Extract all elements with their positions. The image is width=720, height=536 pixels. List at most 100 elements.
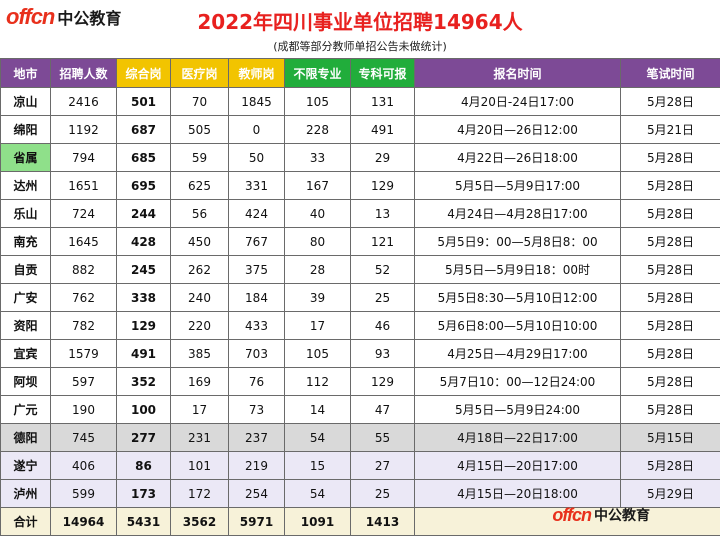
cell-med: 172 (171, 480, 229, 508)
cell-total: 406 (51, 452, 117, 480)
cell-med: 505 (171, 116, 229, 144)
cell-any: 39 (285, 284, 351, 312)
cell-date: 4月20日-24日17:00 (415, 88, 621, 116)
cell-junior: 131 (351, 88, 415, 116)
cell-exam: 5月28日 (621, 88, 720, 116)
cell-total: 2416 (51, 88, 117, 116)
cell-comp: 687 (117, 116, 171, 144)
cell-total: 190 (51, 396, 117, 424)
cell-med: 59 (171, 144, 229, 172)
cell-comp: 129 (117, 312, 171, 340)
cell-exam: 5月21日 (621, 116, 720, 144)
col-header-exam-time: 笔试时间 (621, 59, 720, 88)
cell-total: 597 (51, 368, 117, 396)
cell-comp: 695 (117, 172, 171, 200)
cell-med: 56 (171, 200, 229, 228)
cell-any: 40 (285, 200, 351, 228)
cell-comp: 352 (117, 368, 171, 396)
cell-city: 凉山 (1, 88, 51, 116)
cell-junior: 55 (351, 424, 415, 452)
cell-date: 4月25日—4月29日17:00 (415, 340, 621, 368)
cell-teach: 1845 (229, 88, 285, 116)
cell-city: 阿坝 (1, 368, 51, 396)
cell-teach: 433 (229, 312, 285, 340)
total-total: 14964 (51, 508, 117, 536)
cell-teach: 424 (229, 200, 285, 228)
cell-city: 宜宾 (1, 340, 51, 368)
page-title: 2022年四川事业单位招聘14964人 (0, 6, 720, 35)
total-junior: 1413 (351, 508, 415, 536)
cell-any: 15 (285, 452, 351, 480)
cell-med: 169 (171, 368, 229, 396)
cell-exam: 5月28日 (621, 396, 720, 424)
cell-city: 自贡 (1, 256, 51, 284)
cell-comp: 86 (117, 452, 171, 480)
total-teach: 5971 (229, 508, 285, 536)
cell-any: 105 (285, 88, 351, 116)
footer-logo-text-cn: 中公教育 (594, 505, 650, 525)
cell-date: 5月5日—5月9日18：00时 (415, 256, 621, 284)
col-header-teacher: 教师岗 (229, 59, 285, 88)
cell-comp: 428 (117, 228, 171, 256)
cell-total: 1651 (51, 172, 117, 200)
cell-med: 450 (171, 228, 229, 256)
col-header-junior-college: 专科可报 (351, 59, 415, 88)
total-any: 1091 (285, 508, 351, 536)
cell-junior: 129 (351, 368, 415, 396)
cell-teach: 184 (229, 284, 285, 312)
cell-exam: 5月29日 (621, 480, 720, 508)
cell-med: 220 (171, 312, 229, 340)
cell-exam: 5月28日 (621, 312, 720, 340)
cell-total: 745 (51, 424, 117, 452)
col-header-medical: 医疗岗 (171, 59, 229, 88)
cell-junior: 121 (351, 228, 415, 256)
cell-junior: 47 (351, 396, 415, 424)
col-header-any-major: 不限专业 (285, 59, 351, 88)
cell-any: 17 (285, 312, 351, 340)
col-header-comprehensive: 综合岗 (117, 59, 171, 88)
col-header-city: 地市 (1, 59, 51, 88)
cell-total: 794 (51, 144, 117, 172)
cell-teach: 375 (229, 256, 285, 284)
cell-exam: 5月28日 (621, 144, 720, 172)
cell-city: 资阳 (1, 312, 51, 340)
cell-date: 5月7日10：00—12日24:00 (415, 368, 621, 396)
cell-junior: 25 (351, 284, 415, 312)
cell-exam: 5月15日 (621, 424, 720, 452)
col-header-total: 招聘人数 (51, 59, 117, 88)
cell-date: 4月18日—22日17:00 (415, 424, 621, 452)
cell-date: 4月20日—26日12:00 (415, 116, 621, 144)
footer-logo-text-en: offcn (552, 505, 591, 526)
cell-exam: 5月28日 (621, 284, 720, 312)
cell-date: 4月24日—4月28日17:00 (415, 200, 621, 228)
cell-comp: 244 (117, 200, 171, 228)
cell-teach: 50 (229, 144, 285, 172)
cell-med: 625 (171, 172, 229, 200)
cell-med: 240 (171, 284, 229, 312)
cell-date: 4月15日—20日18:00 (415, 480, 621, 508)
cell-total: 762 (51, 284, 117, 312)
cell-comp: 501 (117, 88, 171, 116)
cell-any: 28 (285, 256, 351, 284)
cell-city: 德阳 (1, 424, 51, 452)
cell-total: 1579 (51, 340, 117, 368)
total-comp: 5431 (117, 508, 171, 536)
cell-junior: 52 (351, 256, 415, 284)
cell-total: 1645 (51, 228, 117, 256)
cell-teach: 73 (229, 396, 285, 424)
cell-exam: 5月28日 (621, 200, 720, 228)
cell-any: 54 (285, 424, 351, 452)
cell-junior: 129 (351, 172, 415, 200)
cell-total: 882 (51, 256, 117, 284)
cell-city: 泸州 (1, 480, 51, 508)
recruitment-table: 地市 招聘人数 综合岗 医疗岗 教师岗 不限专业 专科可报 报名时间 笔试时间 … (0, 58, 720, 536)
cell-med: 231 (171, 424, 229, 452)
cell-comp: 277 (117, 424, 171, 452)
